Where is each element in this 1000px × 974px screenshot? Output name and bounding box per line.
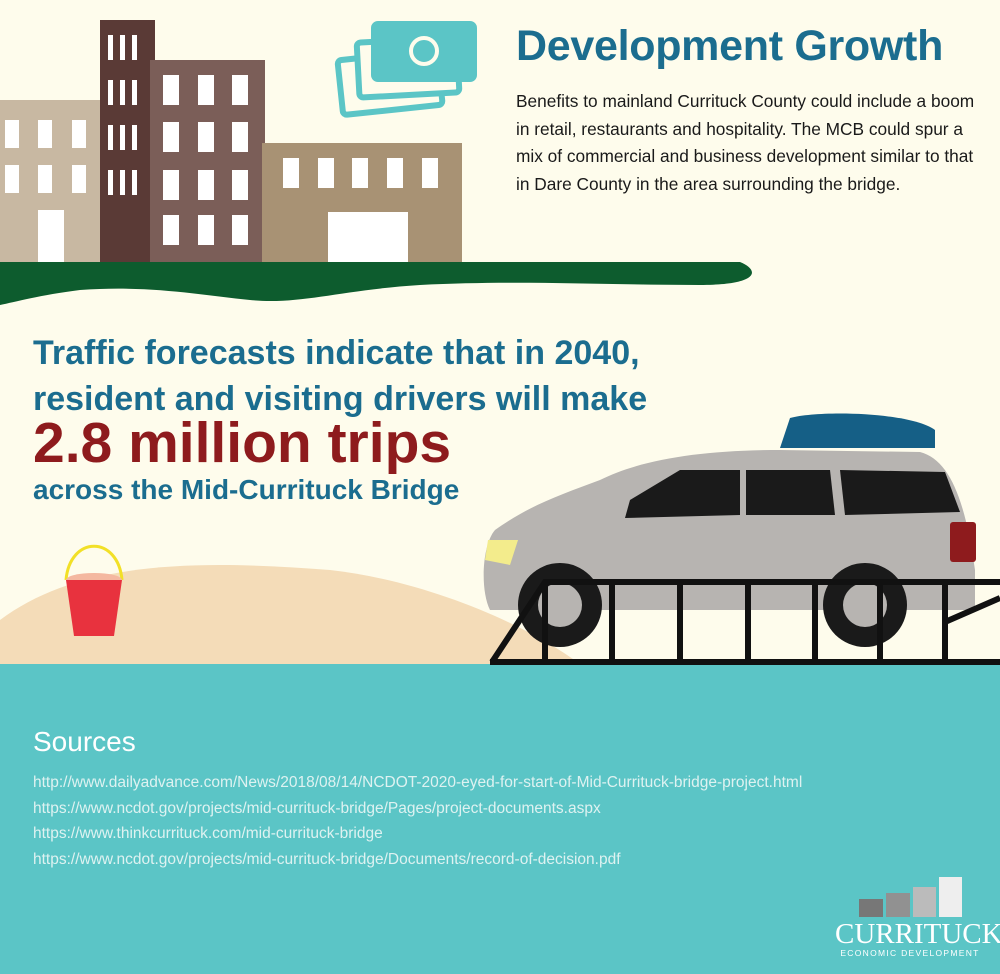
source-link[interactable]: https://www.ncdot.gov/projects/mid-curri…: [33, 799, 601, 817]
sources-heading: Sources: [33, 726, 136, 757]
currituck-logo: CURRITUCK ECONOMIC DEVELOPMENT: [835, 916, 1000, 959]
forecast-intro: Traffic forecasts indicate that in 2040,…: [33, 330, 647, 422]
source-link[interactable]: https://www.thinkcurrituck.com/mid-curri…: [33, 825, 383, 842]
source-link[interactable]: http://www.dailyadvance.com/News/2018/08…: [33, 774, 803, 791]
buildings-illustration: [0, 20, 462, 265]
money-icon: [334, 21, 477, 118]
source-link[interactable]: https://www.ncdot.gov/projects/mid-curri…: [33, 850, 621, 868]
logo-bars: [859, 877, 962, 917]
forecast-line-1: Traffic forecasts indicate that in 2040,: [33, 334, 640, 372]
logo-subtitle: ECONOMIC DEVELOPMENT: [840, 948, 980, 958]
car-illustration: [483, 413, 976, 647]
sources-list: http://www.dailyadvance.com/News/2018/08…: [33, 770, 802, 872]
bridge-illustration: [489, 579, 1000, 665]
page-title: Development Growth: [516, 22, 944, 70]
water: [0, 664, 1000, 974]
bucket-icon: [64, 544, 124, 636]
sand-dune: [0, 565, 580, 664]
logo-name: CURRITUCK: [835, 918, 1000, 950]
forecast-line-2: resident and visiting drivers will make: [33, 380, 648, 418]
forecast-highlight: 2.8 million trips: [33, 411, 452, 475]
forecast-line-3: across the Mid-Currituck Bridge: [33, 474, 460, 505]
grass: [0, 262, 752, 305]
description: Benefits to mainland Currituck County co…: [516, 91, 975, 194]
